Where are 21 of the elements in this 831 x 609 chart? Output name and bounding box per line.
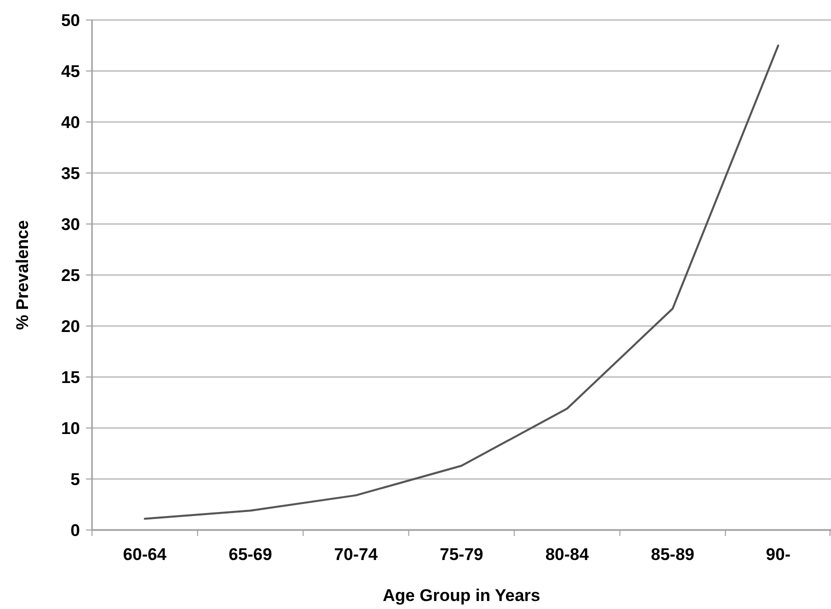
x-tick-label: 85-89	[650, 545, 694, 564]
y-tick-label: 10	[61, 418, 80, 438]
line-series	[144, 44, 780, 520]
x-tick-label: 65-69	[228, 545, 272, 564]
y-tick-label: 25	[61, 266, 80, 285]
y-tick-label: 40	[61, 112, 80, 132]
y-tick-label: 0	[70, 520, 80, 540]
y-tick-label: 20	[61, 316, 80, 336]
x-tick-label: 75-79	[440, 545, 484, 564]
y-tick-label: 45	[61, 62, 80, 81]
y-axis-title: % Prevalence	[13, 220, 32, 330]
x-tick-label: 60-64	[123, 545, 168, 564]
y-tick-label: 5	[70, 470, 80, 489]
x-axis-title: Age Group in Years	[382, 586, 540, 605]
y-tick-label: 30	[61, 214, 80, 234]
y-tick-label: 35	[61, 164, 80, 183]
x-tick-label: 80-84	[545, 545, 590, 564]
y-tick-label: 15	[61, 368, 80, 387]
x-tick-label: 90-	[766, 545, 791, 564]
x-tick-label: 70-74	[334, 545, 378, 564]
y-tick-label: 50	[61, 10, 80, 30]
